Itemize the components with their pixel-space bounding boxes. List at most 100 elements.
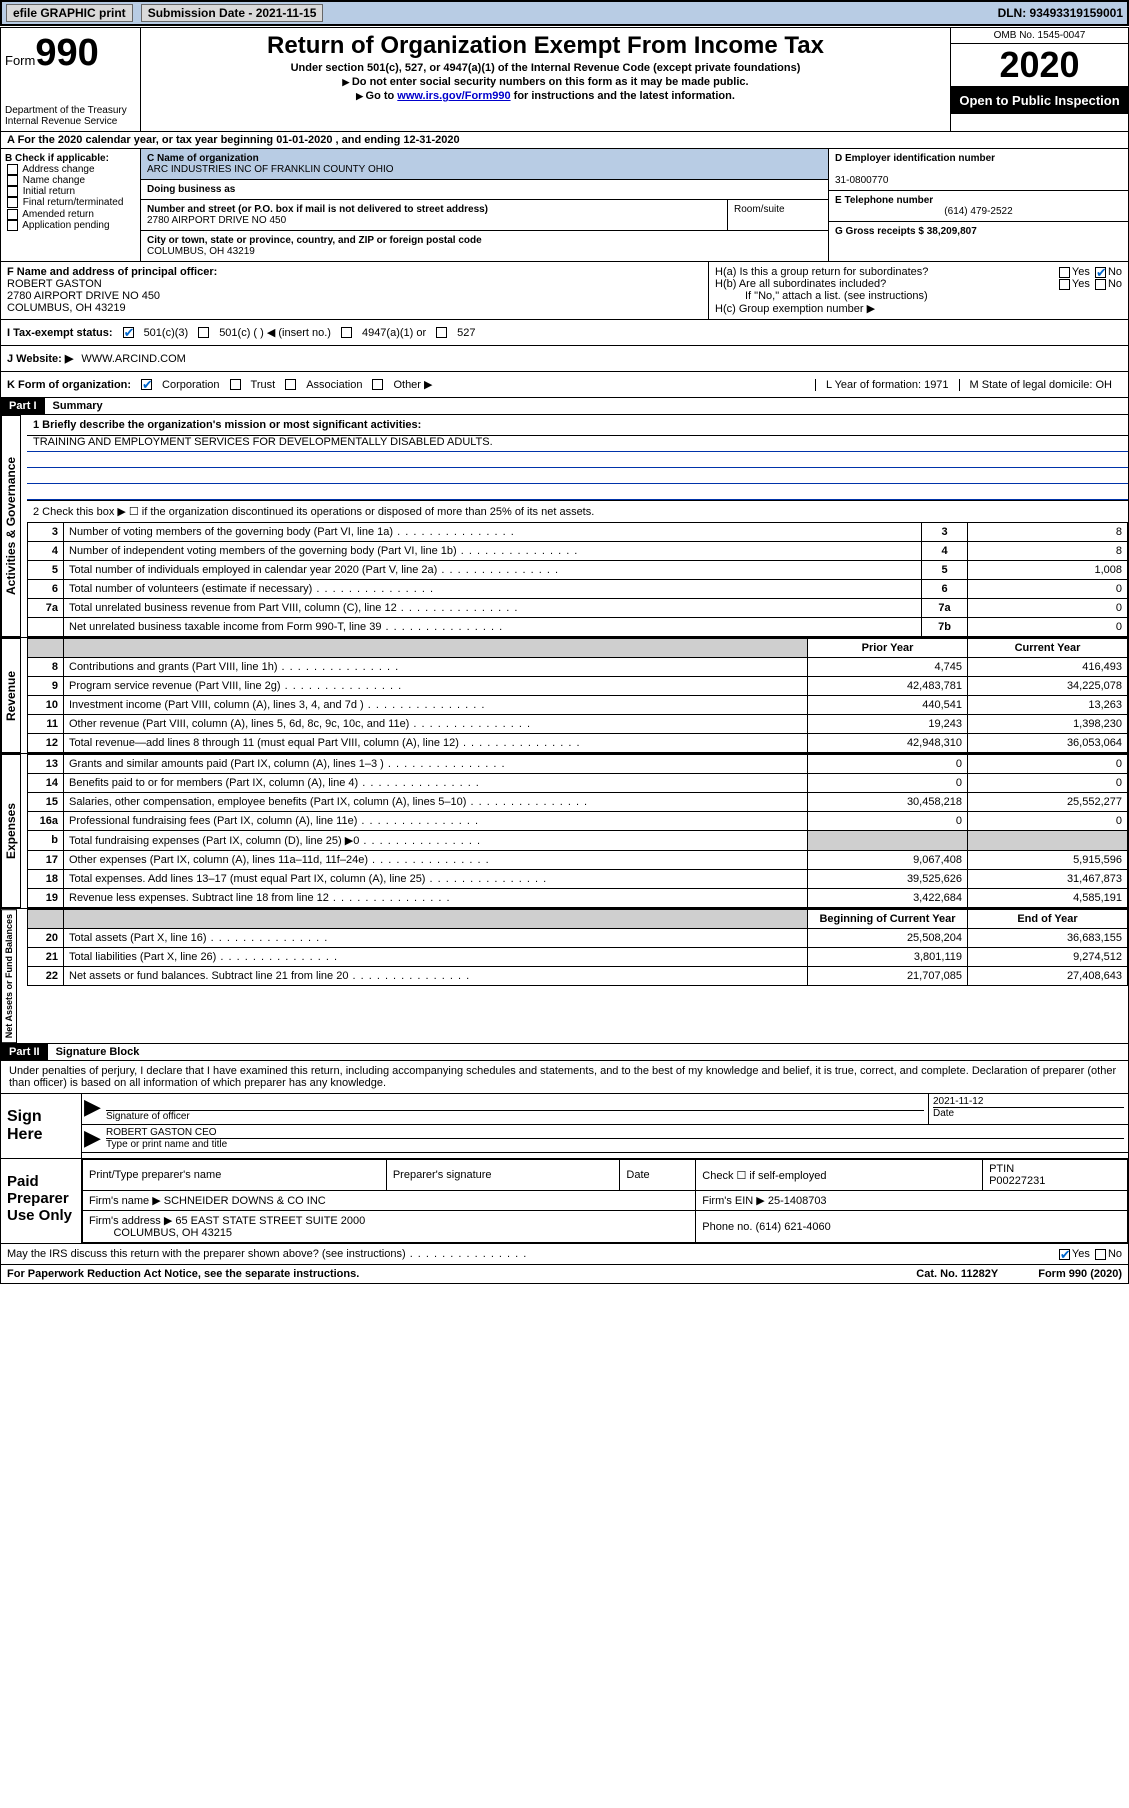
hc-question: H(c) Group exemption number ▶ [715, 302, 1122, 315]
discuss-row: May the IRS discuss this return with the… [1, 1243, 1128, 1264]
check-address-change[interactable] [7, 164, 18, 175]
form-title: Return of Organization Exempt From Incom… [149, 32, 942, 60]
officer-printed-name: ROBERT GASTON CEO [106, 1127, 1124, 1138]
table-row: Net unrelated business taxable income fr… [28, 618, 1128, 637]
city-row: City or town, state or province, country… [141, 231, 828, 261]
table-row: 10Investment income (Part VIII, column (… [28, 696, 1128, 715]
table-row: 7aTotal unrelated business revenue from … [28, 599, 1128, 618]
org-name-row: C Name of organization ARC INDUSTRIES IN… [141, 149, 828, 180]
form-number: Form990 [5, 32, 136, 75]
net-header-row: Beginning of Current Year End of Year [28, 910, 1128, 929]
gross-receipts: G Gross receipts $ 38,209,807 [829, 222, 1128, 241]
part1-header: Part I Summary [1, 398, 1128, 415]
kform-row: K Form of organization: Corporation Trus… [1, 372, 1128, 398]
goto-note: Go to www.irs.gov/Form990 for instructio… [149, 90, 942, 102]
check-501c[interactable] [198, 327, 209, 338]
table-row: 5Total number of individuals employed in… [28, 561, 1128, 580]
caret-icon: ▶ [82, 1094, 102, 1124]
org-name: ARC INDUSTRIES INC OF FRANKLIN COUNTY OH… [147, 164, 394, 175]
section-governance: Activities & Governance 1 Briefly descri… [1, 415, 1128, 638]
table-row: 18Total expenses. Add lines 13–17 (must … [28, 870, 1128, 889]
rev-header-row: Prior Year Current Year [28, 639, 1128, 658]
street-row: Number and street (or P.O. box if mail i… [141, 200, 728, 230]
check-4947[interactable] [341, 327, 352, 338]
table-row: 13Grants and similar amounts paid (Part … [28, 755, 1128, 774]
dept-treasury: Department of the Treasury Internal Reve… [5, 105, 136, 127]
room-suite: Room/suite [728, 200, 828, 230]
form-990-wrap: Form990 Department of the Treasury Inter… [0, 27, 1129, 1284]
part2-header: Part II Signature Block [1, 1044, 1128, 1061]
check-amended[interactable] [7, 209, 18, 220]
form-header: Form990 Department of the Treasury Inter… [1, 28, 1128, 132]
table-row: 16aProfessional fundraising fees (Part I… [28, 812, 1128, 831]
check-501c3[interactable] [123, 327, 134, 338]
table-row: 4Number of independent voting members of… [28, 542, 1128, 561]
table-row: 3Number of voting members of the governi… [28, 523, 1128, 542]
gov-table: 3Number of voting members of the governi… [27, 522, 1128, 637]
year-formation: L Year of formation: 1971 [815, 379, 959, 391]
expenses-table: 13Grants and similar amounts paid (Part … [27, 754, 1128, 908]
discuss-yes[interactable] [1059, 1249, 1070, 1260]
dba-row: Doing business as [141, 180, 828, 200]
table-row: 20Total assets (Part X, line 16)25,508,2… [28, 929, 1128, 948]
signature-officer[interactable]: Signature of officer [102, 1094, 928, 1124]
section-revenue: Revenue Prior Year Current Year 8Contrib… [1, 638, 1128, 754]
ein-row: D Employer identification number 31-0800… [829, 149, 1128, 191]
check-corporation[interactable] [141, 379, 152, 390]
irs-link[interactable]: www.irs.gov/Form990 [397, 90, 510, 102]
tax-exempt-row: I Tax-exempt status: 501(c)(3) 501(c) ( … [1, 320, 1128, 346]
submission-date-button[interactable]: Submission Date - 2021-11-15 [141, 4, 324, 22]
check-final-return[interactable] [7, 197, 18, 208]
paid-preparer-block: Paid Preparer Use Only Print/Type prepar… [1, 1158, 1128, 1243]
state-domicile: M State of legal domicile: OH [959, 379, 1122, 391]
line-a: A For the 2020 calendar year, or tax yea… [1, 132, 1128, 149]
table-row: 9Program service revenue (Part VIII, lin… [28, 677, 1128, 696]
dln-label: DLN: 93493319159001 [998, 6, 1123, 20]
tax-year: 2020 [951, 44, 1128, 87]
phone-row: E Telephone number (614) 479-2522 [829, 191, 1128, 222]
check-other[interactable] [372, 379, 383, 390]
table-row: 22Net assets or fund balances. Subtract … [28, 967, 1128, 986]
footer: For Paperwork Reduction Act Notice, see … [1, 1264, 1128, 1283]
sign-here-block: Sign Here ▶ Signature of officer 2021-11… [1, 1093, 1128, 1158]
section-netassets: Net Assets or Fund Balances Beginning of… [1, 909, 1128, 1044]
omb-number: OMB No. 1545-0047 [951, 28, 1128, 44]
hb-yes[interactable] [1059, 279, 1070, 290]
check-application-pending[interactable] [7, 220, 18, 231]
table-row: bTotal fundraising expenses (Part IX, co… [28, 831, 1128, 851]
website-value: WWW.ARCIND.COM [81, 353, 185, 365]
check-initial-return[interactable] [7, 186, 18, 197]
topbar: efile GRAPHIC print Submission Date - 20… [0, 0, 1129, 26]
ssn-note: Do not enter social security numbers on … [149, 76, 942, 88]
discuss-no[interactable] [1095, 1249, 1106, 1260]
open-public-badge: Open to Public Inspection [951, 87, 1128, 114]
website-row: J Website: ▶ WWW.ARCIND.COM [1, 346, 1128, 372]
mission-text: TRAINING AND EMPLOYMENT SERVICES FOR DEV… [27, 435, 1128, 501]
section-expenses: Expenses 13Grants and similar amounts pa… [1, 754, 1128, 909]
block-bcd: B Check if applicable: Address change Na… [1, 149, 1128, 262]
table-row: 21Total liabilities (Part X, line 26)3,8… [28, 948, 1128, 967]
hb-question: H(b) Are all subordinates included? Yes … [715, 278, 1122, 290]
table-row: 11Other revenue (Part VIII, column (A), … [28, 715, 1128, 734]
col-b-checkboxes: B Check if applicable: Address change Na… [1, 149, 141, 261]
efile-print-button[interactable]: efile GRAPHIC print [6, 4, 133, 22]
check-527[interactable] [436, 327, 447, 338]
q2-label: 2 Check this box ▶ ☐ if the organization… [27, 501, 1128, 522]
caret-icon: ▶ [82, 1125, 102, 1152]
officer-name: ROBERT GASTON [7, 278, 702, 290]
table-row: 12Total revenue—add lines 8 through 11 (… [28, 734, 1128, 753]
hb-no[interactable] [1095, 279, 1106, 290]
check-name-change[interactable] [7, 175, 18, 186]
form-subtitle: Under section 501(c), 527, or 4947(a)(1)… [149, 62, 942, 74]
declaration-text: Under penalties of perjury, I declare th… [1, 1061, 1128, 1093]
table-row: 15Salaries, other compensation, employee… [28, 793, 1128, 812]
q1-label: 1 Briefly describe the organization's mi… [27, 415, 1128, 435]
check-association[interactable] [285, 379, 296, 390]
ha-yes[interactable] [1059, 267, 1070, 278]
ha-no[interactable] [1095, 267, 1106, 278]
netassets-table: Beginning of Current Year End of Year 20… [27, 909, 1128, 986]
revenue-table: Prior Year Current Year 8Contributions a… [27, 638, 1128, 753]
row-fh: F Name and address of principal officer:… [1, 262, 1128, 320]
check-trust[interactable] [230, 379, 241, 390]
table-row: 8Contributions and grants (Part VIII, li… [28, 658, 1128, 677]
